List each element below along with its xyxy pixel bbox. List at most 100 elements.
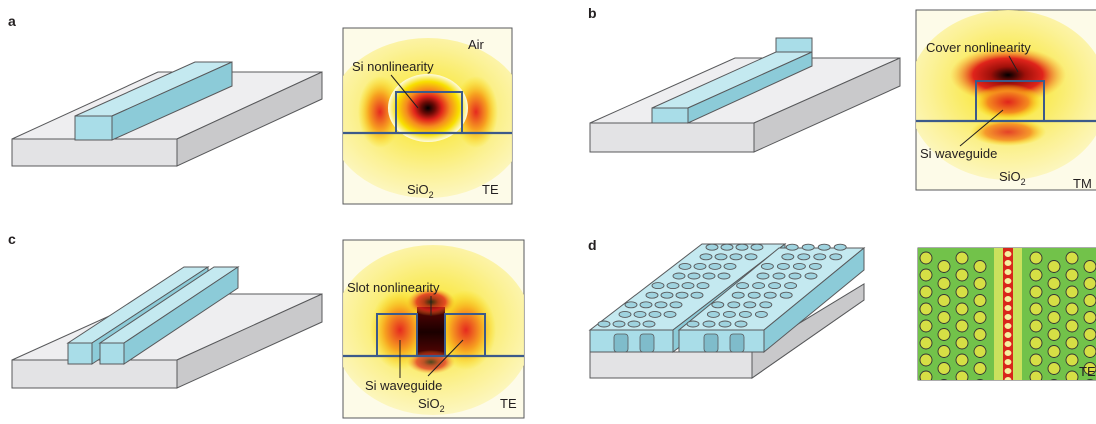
- phc-hole: [738, 310, 752, 318]
- field-map-hole: [976, 379, 984, 380]
- slot-rail-right: [98, 266, 240, 365]
- slot-field-spots: [1004, 251, 1012, 380]
- phc-hole: [808, 262, 822, 270]
- field-map-hole: [1047, 260, 1061, 273]
- phc-hole: [654, 301, 668, 309]
- phc-hole: [723, 262, 737, 270]
- phc-hole: [678, 262, 692, 270]
- field-map-hole: [1083, 311, 1096, 324]
- annotation-cover-nonlinearity: Cover nonlinearity: [926, 40, 1031, 55]
- phc-hole: [785, 243, 799, 251]
- phc-hole: [756, 272, 770, 280]
- phc-hole: [612, 320, 626, 328]
- field-map-hole: [919, 285, 933, 299]
- field-map-hole: [1083, 345, 1096, 358]
- field-map-hole: [937, 362, 951, 375]
- field-map-hole: [1065, 285, 1079, 299]
- phc-hole: [813, 253, 827, 261]
- phc-hole: [618, 310, 632, 318]
- field-map-hole: [937, 277, 951, 290]
- phc-hole: [690, 291, 704, 299]
- phc-hole: [731, 291, 745, 299]
- field-map-hole: [1086, 379, 1094, 380]
- phc-hole: [784, 282, 798, 290]
- field-map-hole: [937, 260, 951, 273]
- phc-hole: [759, 301, 773, 309]
- phc-hole: [752, 282, 766, 290]
- phc-hole: [779, 291, 793, 299]
- phc-hole: [760, 262, 774, 270]
- field-map-hole: [973, 260, 987, 273]
- phc-hole: [797, 253, 811, 261]
- phc-hole: [829, 253, 843, 261]
- phc-hole: [750, 243, 764, 251]
- field-map-hole: [955, 251, 969, 265]
- panel-letter-c: c: [8, 231, 16, 247]
- phc-hole: [754, 310, 768, 318]
- strip-waveguide-b: [651, 37, 813, 124]
- panel-a: a Air Si nonlinearity: [8, 13, 513, 205]
- field-map-hole: [1029, 336, 1043, 350]
- field-map-hole: [1047, 328, 1061, 341]
- phc-hole: [717, 272, 731, 280]
- phc-hole: [708, 262, 722, 270]
- field-map-hole: [1065, 336, 1079, 350]
- field-map-hole: [1047, 362, 1061, 375]
- field-map-hole: [937, 294, 951, 307]
- substrate-slab-d: [589, 283, 865, 379]
- polarization-label-a: TE: [482, 182, 499, 197]
- field-map-hole: [955, 370, 969, 380]
- phc-hole: [781, 253, 795, 261]
- field-map-hole: [919, 336, 933, 350]
- phc-hole: [718, 320, 732, 328]
- field-map-hole: [1029, 251, 1043, 265]
- field-map-hole: [1065, 268, 1079, 282]
- phc-hole: [627, 320, 641, 328]
- region-label-sio2-b: SiO2: [999, 169, 1026, 187]
- phc-hole: [633, 310, 647, 318]
- field-map-hole: [937, 345, 951, 358]
- field-map-hole: [955, 285, 969, 299]
- field-map-hole: [940, 379, 948, 380]
- field-map-hole: [937, 328, 951, 341]
- slot-field-spot: [1004, 341, 1012, 347]
- field-map-hole: [973, 362, 987, 375]
- phc-hole: [672, 272, 686, 280]
- field-map-hole: [1065, 370, 1079, 380]
- phc-hole: [624, 301, 638, 309]
- pointer-line-b2: [959, 109, 1004, 147]
- phc-hole: [699, 253, 713, 261]
- field-map-hole: [1050, 379, 1058, 380]
- phc-hole: [801, 243, 815, 251]
- phc-hole: [645, 291, 659, 299]
- field-map-hole: [919, 319, 933, 333]
- region-label-air: Air: [468, 37, 485, 52]
- phc-hole: [651, 282, 665, 290]
- slot-field-spot: [1004, 278, 1012, 284]
- phc-hole: [663, 310, 677, 318]
- phc-hole: [660, 291, 674, 299]
- field-map-hole: [1047, 294, 1061, 307]
- panel-letter-b: b: [588, 5, 597, 21]
- phc-hole: [817, 243, 831, 251]
- field-map-hole: [955, 336, 969, 350]
- phc-hole: [669, 301, 683, 309]
- phc-hole: [675, 291, 689, 299]
- field-map-hole: [919, 251, 933, 265]
- field-map-hole: [1047, 277, 1061, 290]
- slot-field-spot: [1004, 305, 1012, 311]
- panel-letter-a: a: [8, 13, 16, 29]
- phc-hole: [747, 291, 761, 299]
- phc-hole: [772, 272, 786, 280]
- panel-b: b Cover nonlinearity Si wav: [588, 5, 1096, 191]
- polarization-label-b: TM: [1073, 176, 1092, 191]
- phc-hole: [763, 291, 777, 299]
- slot-field-spot: [1004, 359, 1012, 365]
- annotation-slot-nonlinearity: Slot nonlinearity: [347, 280, 440, 295]
- field-map-hole: [919, 302, 933, 316]
- phc-hole: [804, 272, 818, 280]
- field-map-hole: [1047, 311, 1061, 324]
- field-map-hole: [1029, 285, 1043, 299]
- field-map-hole: [1047, 345, 1061, 358]
